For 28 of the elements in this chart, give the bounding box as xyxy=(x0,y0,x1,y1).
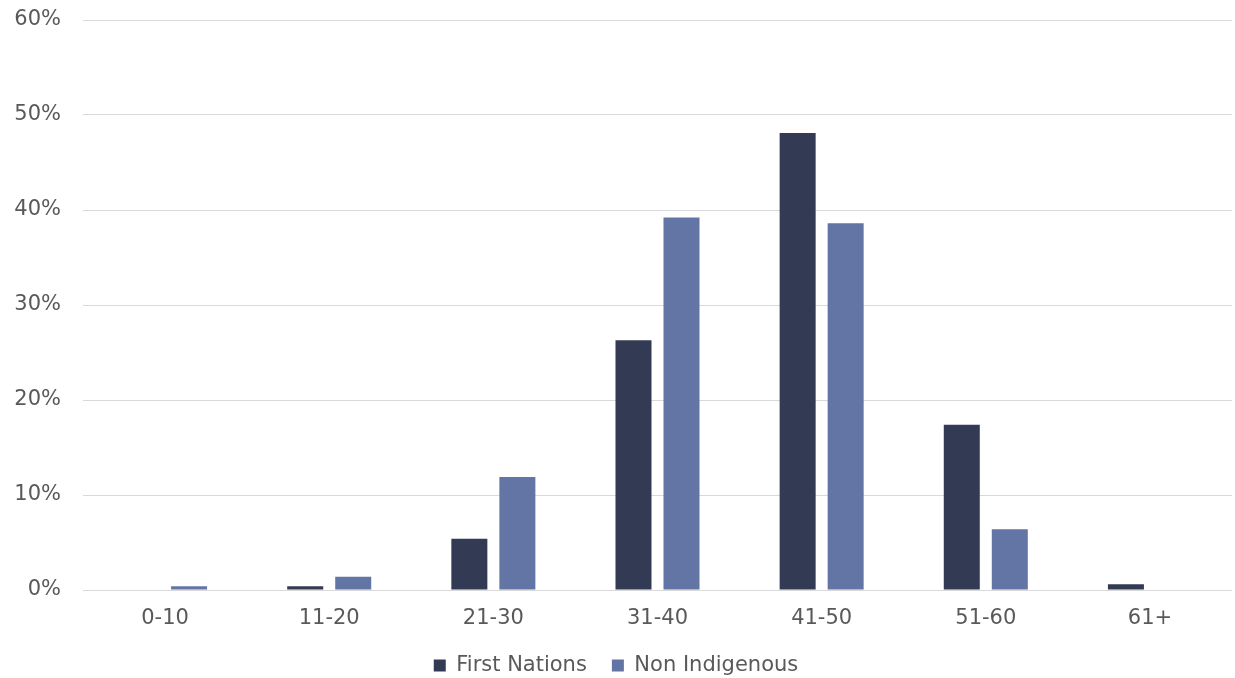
x-tick-label: 0-10 xyxy=(141,605,189,630)
bar xyxy=(827,223,864,590)
x-tick-label: 21-30 xyxy=(462,605,524,630)
legend-label: First Nations xyxy=(456,651,587,676)
y-tick-label: 40% xyxy=(14,196,61,221)
bar xyxy=(451,538,488,590)
bar xyxy=(991,529,1028,590)
bar xyxy=(779,133,816,590)
y-tick-label: 20% xyxy=(14,386,61,411)
y-tick-label: 0% xyxy=(27,576,61,601)
y-tick-label: 30% xyxy=(14,291,61,316)
y-tick-label: 50% xyxy=(14,101,61,126)
bar xyxy=(499,476,536,590)
x-tick-label: 61+ xyxy=(1127,605,1173,630)
x-tick-label: 11-20 xyxy=(298,605,360,630)
bar xyxy=(663,217,700,590)
x-tick-label: 51-60 xyxy=(955,605,1017,630)
y-tick-label: 60% xyxy=(14,6,61,31)
x-tick-label: 41-50 xyxy=(791,605,853,630)
legend-label: Non Indigenous xyxy=(634,651,799,676)
bar xyxy=(171,586,208,590)
bar xyxy=(335,576,372,590)
bar xyxy=(615,340,652,590)
bar xyxy=(287,586,324,590)
bar xyxy=(1107,584,1144,590)
bar xyxy=(943,424,980,590)
y-tick-label: 10% xyxy=(14,481,61,506)
x-tick-label: 31-40 xyxy=(626,605,689,630)
